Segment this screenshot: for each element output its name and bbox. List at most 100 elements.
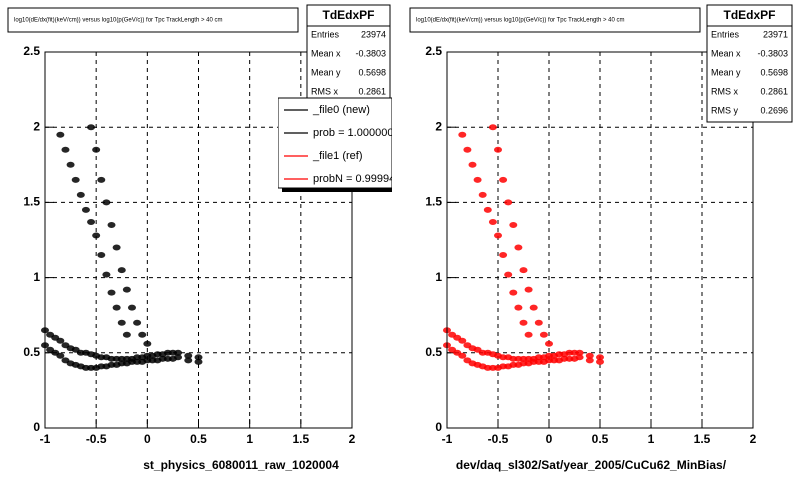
x-tick-label: 0.5 <box>592 432 609 446</box>
scatter-point <box>494 232 502 239</box>
scatter-point <box>174 354 183 361</box>
scatter-point <box>138 331 147 338</box>
stats-label: Mean y <box>711 67 741 77</box>
scatter-point <box>184 352 193 359</box>
scatter-point <box>56 337 65 344</box>
y-tick-label: 0 <box>33 420 40 434</box>
scatter-point <box>494 146 502 153</box>
scatter-point <box>499 176 508 183</box>
y-tick-label: 2.5 <box>425 44 442 58</box>
scatter-point <box>545 340 553 347</box>
x-tick-label: 1.5 <box>694 432 711 446</box>
scatter-point <box>458 131 467 138</box>
pad: -1 -0.5 0 0.5 1 1.5 2 0 0.5 1 1.5 2 2.5 st_physics_60… <box>7 4 395 472</box>
title-box <box>409 7 701 33</box>
legend-label: probN = 0.99994 <box>313 173 395 185</box>
scatter-point <box>519 267 528 274</box>
scatter-point <box>76 191 85 198</box>
scatter-point <box>529 304 538 311</box>
scatter-point <box>458 337 467 344</box>
scatter-point <box>483 206 492 213</box>
scatter-point <box>194 354 203 361</box>
legend-box <box>278 97 392 189</box>
scatter-point <box>524 286 533 293</box>
x-tick-label: 1.5 <box>292 432 309 446</box>
scatter-point <box>504 271 513 278</box>
scatter-point <box>504 199 513 206</box>
plot-frame <box>44 51 353 429</box>
scatter-point <box>56 352 65 359</box>
x-tick-label: 1 <box>246 432 253 446</box>
scatter-point <box>66 161 75 168</box>
scatter-point <box>81 206 90 213</box>
stats-label: Mean x <box>711 48 741 58</box>
scatter-point <box>514 244 523 251</box>
stats-label: Mean y <box>311 67 341 77</box>
scatter-point <box>514 304 523 311</box>
y-tick-label: 1.5 <box>23 195 40 209</box>
stats-label: RMS y <box>711 105 739 115</box>
scatter-point <box>92 232 101 239</box>
scatter-point <box>97 176 106 183</box>
stats-value: -0.3803 <box>757 48 788 58</box>
y-tick-label: 0.5 <box>425 345 442 359</box>
stats-value: 0.2861 <box>760 86 788 96</box>
x-tick-label: 0 <box>144 432 151 446</box>
scatter-point <box>107 221 116 228</box>
stats-value: 0.2861 <box>358 86 386 96</box>
scatter-point <box>102 199 111 206</box>
scatter-point <box>56 131 65 138</box>
y-tick-label: 0.5 <box>23 345 40 359</box>
stats-value: 0.5698 <box>358 67 386 77</box>
scatter-point <box>509 221 518 228</box>
legend-label: prob = 1.000000 <box>313 127 393 139</box>
scatter-point <box>87 124 96 131</box>
x-tick-label: 2 <box>349 432 356 446</box>
scatter-point <box>143 340 152 347</box>
scatter-point <box>596 354 604 361</box>
pad: -1 -0.5 0 0.5 1 1.5 2 0 0.5 1 1.5 2 2.5 dev/daq_sl302… <box>409 4 793 472</box>
stats-value: 23974 <box>361 29 386 39</box>
x-axis-label: st_physics_6080011_raw_1020004 <box>143 458 339 472</box>
scatter-point <box>478 191 487 198</box>
scatter-point <box>92 146 101 153</box>
y-tick-label: 1 <box>435 270 442 284</box>
y-tick-label: 0 <box>435 420 442 434</box>
stats-label: RMS x <box>311 86 339 96</box>
scatter-point <box>97 252 106 259</box>
stats-value: 0.2696 <box>760 105 788 115</box>
x-tick-label: -1 <box>40 432 51 446</box>
scatter-point <box>463 146 472 153</box>
y-tick-label: 2 <box>33 119 40 133</box>
x-tick-label: -0.5 <box>86 432 107 446</box>
scatter-point <box>585 352 594 359</box>
scatter-point <box>194 358 203 365</box>
stats-label: RMS x <box>711 86 739 96</box>
y-tick-label: 1 <box>33 270 40 284</box>
x-tick-label: 1 <box>648 432 655 446</box>
y-tick-label: 2 <box>435 119 442 133</box>
scatter-point <box>112 304 121 311</box>
scatter-point <box>117 319 126 326</box>
scatter-point <box>575 349 584 356</box>
scatter-point <box>102 271 111 278</box>
stats-title: TdEdxPF <box>322 8 374 22</box>
scatter-point <box>107 289 116 296</box>
chart-title: log10(dE/dx(fit)(keV/cm)) versus log10(p… <box>14 18 222 24</box>
title-box <box>7 7 299 33</box>
scatter-point <box>524 331 533 338</box>
scatter-point <box>499 252 508 259</box>
scatter-point <box>112 244 121 251</box>
x-tick-label: -1 <box>442 432 453 446</box>
x-tick-label: 0.5 <box>190 432 207 446</box>
scatter-point <box>473 176 482 183</box>
x-tick-label: 2 <box>750 432 757 446</box>
x-tick-label: 0 <box>546 432 553 446</box>
x-axis-label: dev/daq_sl302/Sat/year_2005/CuCu62_MinBi… <box>456 458 727 472</box>
scatter-point <box>71 176 80 183</box>
scatter-point <box>488 124 497 131</box>
scatter-point <box>122 286 131 293</box>
scatter-point <box>596 358 604 365</box>
stats-label: Entries <box>711 29 740 39</box>
scatter-point <box>184 357 193 364</box>
